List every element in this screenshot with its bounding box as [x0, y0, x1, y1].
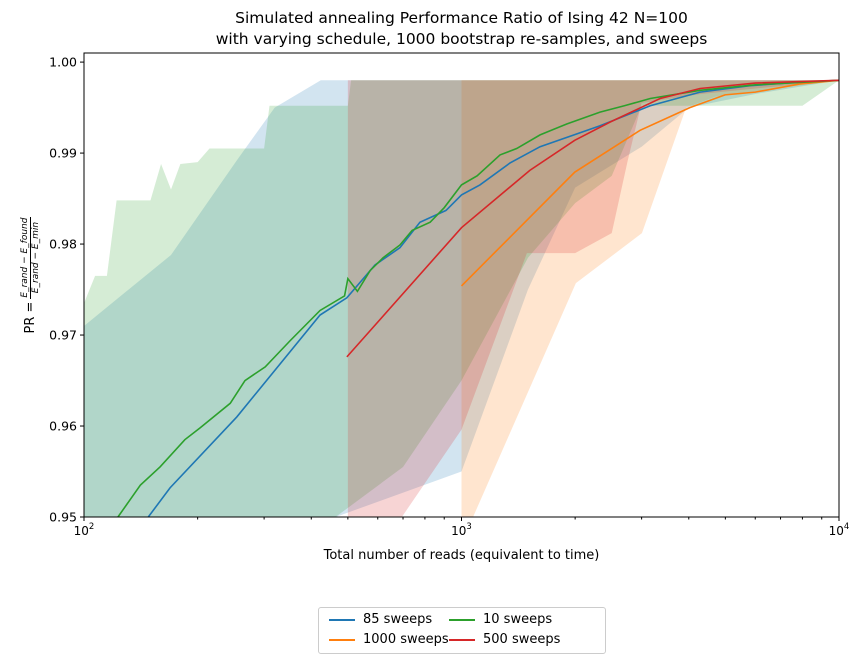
series-line-0 [147, 79, 839, 517]
legend-swatch [449, 638, 475, 641]
x-tick-label: 104 [829, 522, 850, 538]
legend-swatch [449, 618, 475, 621]
y-tick-label: 0.97 [49, 328, 77, 343]
confidence-band-1 [461, 80, 839, 517]
y-tick-label: 0.95 [49, 510, 77, 525]
legend-label: 85 sweeps [363, 612, 433, 627]
confidence-band-0 [84, 80, 839, 517]
legend-item: 10 sweeps [449, 612, 552, 627]
title-line-1: Simulated annealing Performance Ratio of… [235, 9, 688, 27]
legend: 85 sweeps 1000 sweeps 10 sweeps 500 sweeps [318, 607, 606, 654]
series-line-2 [117, 79, 839, 517]
legend-label: 500 sweeps [483, 632, 561, 647]
series-line-3 [346, 79, 839, 358]
legend-label: 1000 sweeps [363, 632, 449, 647]
legend-label: 10 sweeps [483, 612, 553, 627]
x-axis-label: Total number of reads (equivalent to tim… [323, 548, 600, 563]
chart-title: Simulated annealing Performance Ratio of… [84, 8, 839, 50]
legend-item: 500 sweeps [449, 632, 560, 647]
data-layer [84, 79, 839, 517]
series-line-1 [460, 79, 839, 287]
y-tick-label: 0.98 [49, 237, 77, 252]
y-tick-label: 1.00 [49, 55, 77, 70]
legend-item: 85 sweeps [329, 612, 432, 627]
legend-swatch [329, 618, 355, 621]
x-tick-label: 102 [74, 522, 95, 538]
x-tick-label: 103 [451, 522, 472, 538]
title-line-2: with varying schedule, 1000 bootstrap re… [215, 30, 708, 48]
y-tick-label: 0.96 [49, 419, 77, 434]
confidence-band-2 [84, 80, 839, 517]
legend-swatch [329, 638, 355, 641]
legend-item: 1000 sweeps [329, 632, 449, 647]
y-tick-label: 0.99 [49, 146, 77, 161]
